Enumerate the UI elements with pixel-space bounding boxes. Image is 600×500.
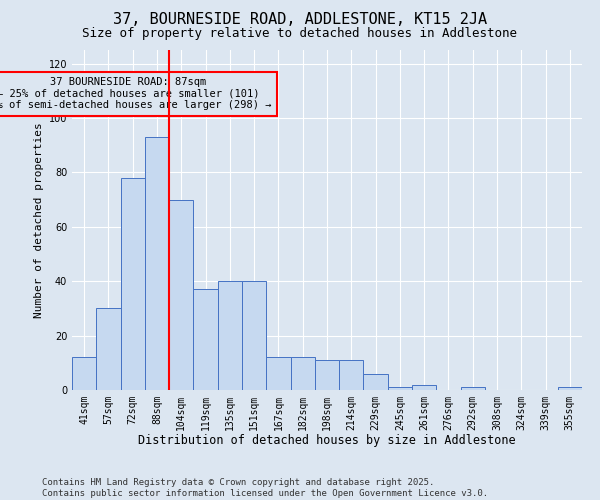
X-axis label: Distribution of detached houses by size in Addlestone: Distribution of detached houses by size … <box>138 434 516 448</box>
Bar <box>72 358 96 390</box>
Bar <box>145 137 169 390</box>
Bar <box>339 360 364 390</box>
Bar <box>364 374 388 390</box>
Y-axis label: Number of detached properties: Number of detached properties <box>34 122 44 318</box>
Bar <box>388 388 412 390</box>
Bar <box>96 308 121 390</box>
Bar <box>461 388 485 390</box>
Bar <box>242 281 266 390</box>
Bar <box>121 178 145 390</box>
Bar <box>290 358 315 390</box>
Bar <box>558 388 582 390</box>
Text: 37 BOURNESIDE ROAD: 87sqm
← 25% of detached houses are smaller (101)
74% of semi: 37 BOURNESIDE ROAD: 87sqm ← 25% of detac… <box>0 77 272 110</box>
Bar <box>193 290 218 390</box>
Text: 37, BOURNESIDE ROAD, ADDLESTONE, KT15 2JA: 37, BOURNESIDE ROAD, ADDLESTONE, KT15 2J… <box>113 12 487 28</box>
Bar <box>315 360 339 390</box>
Text: Size of property relative to detached houses in Addlestone: Size of property relative to detached ho… <box>83 28 517 40</box>
Bar <box>169 200 193 390</box>
Text: Contains HM Land Registry data © Crown copyright and database right 2025.
Contai: Contains HM Land Registry data © Crown c… <box>42 478 488 498</box>
Bar <box>218 281 242 390</box>
Bar <box>266 358 290 390</box>
Bar <box>412 384 436 390</box>
